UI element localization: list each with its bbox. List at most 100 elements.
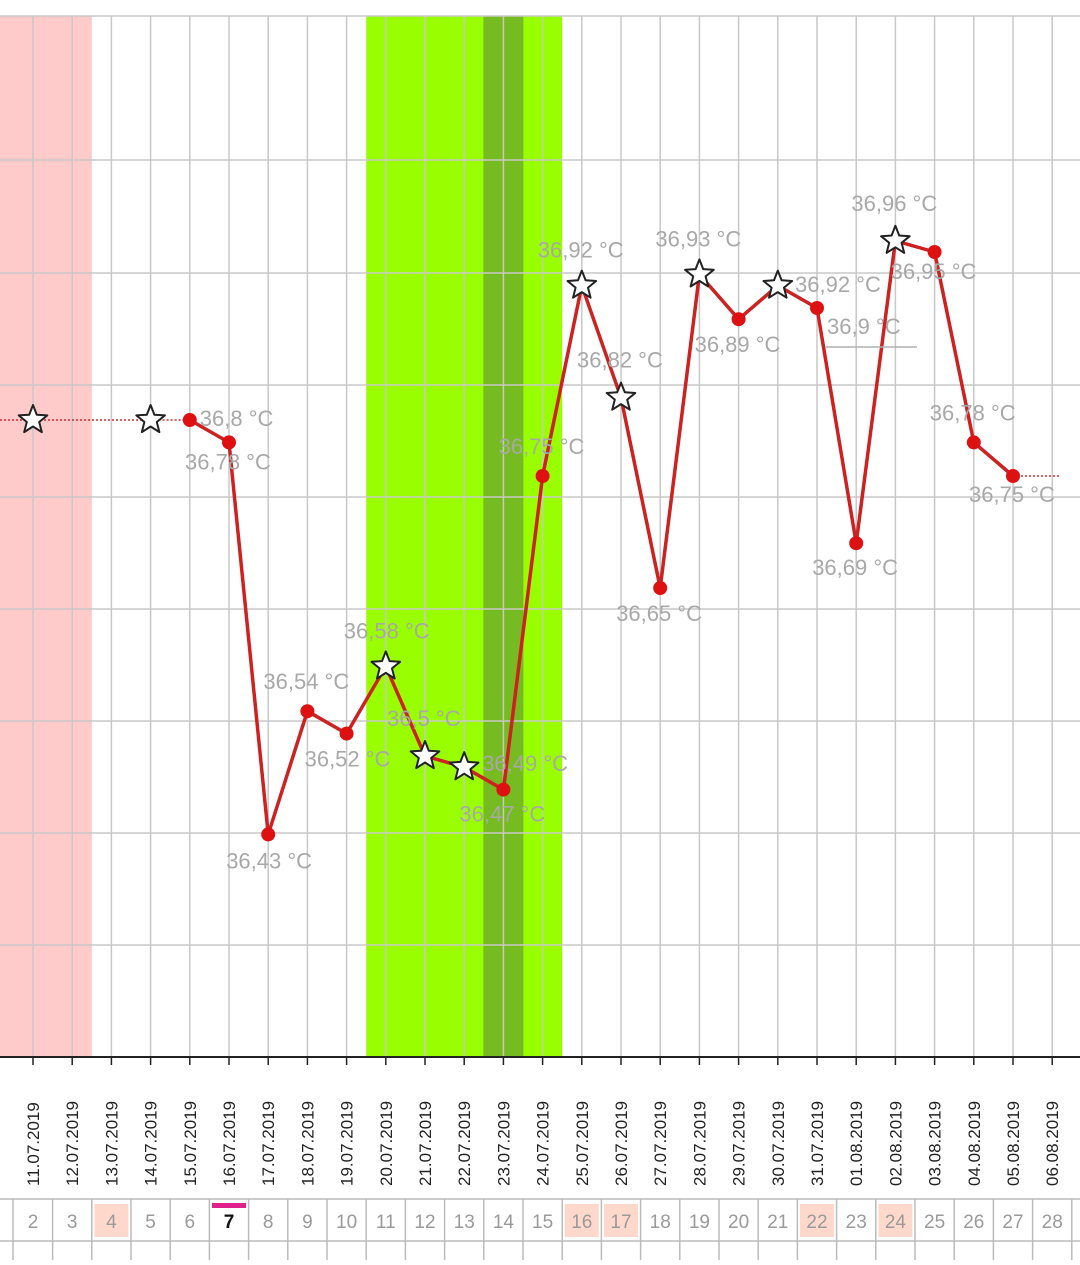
temperature-value-label: 36,43 °C xyxy=(226,848,312,873)
star-marker-icon xyxy=(566,269,598,299)
temperature-labels: 36,8 °C 36,78 °C 36,43 °C 36,54 °C 36,52 °C 3… xyxy=(185,191,1055,874)
data-point xyxy=(653,581,668,595)
cycle-day-number: 17 xyxy=(610,1212,631,1233)
data-point xyxy=(300,704,315,719)
date-tick-label: 16.07.2019 xyxy=(220,1101,239,1186)
date-tick-label: 04.08.2019 xyxy=(965,1101,984,1186)
temperature-value-label: 36,89 °C xyxy=(695,332,781,357)
date-tick-label: 18.07.2019 xyxy=(298,1101,317,1186)
star-marker-icon xyxy=(880,224,911,254)
star-marker-icon xyxy=(135,404,166,434)
star-marker-icon xyxy=(684,258,715,288)
cycle-day-number: 12 xyxy=(414,1212,435,1233)
date-tick-label: 06.08.2019 xyxy=(1043,1101,1062,1186)
temperature-value-label: 36,82 °C xyxy=(577,348,663,373)
date-tick-label: 11.07.2019 xyxy=(24,1102,43,1186)
star-marker-icon xyxy=(605,381,637,411)
menstruation-band xyxy=(0,16,92,1057)
date-tick-label: 02.08.2019 xyxy=(886,1101,905,1186)
date-tick-label: 31.07.2019 xyxy=(808,1101,827,1186)
cycle-day-number: 2 xyxy=(28,1212,39,1233)
temperature-value-label: 36,65 °C xyxy=(616,601,702,626)
star-marker-icon xyxy=(448,751,480,781)
cycle-day-number: 26 xyxy=(963,1212,984,1233)
cycle-day-number: 16 xyxy=(571,1212,592,1233)
temperature-value-label: 36,96 °C xyxy=(851,191,937,216)
temperature-value-label: 36,92 °C xyxy=(538,238,624,263)
phase-bands xyxy=(0,16,563,1057)
cycle-day-number: 4 xyxy=(106,1212,117,1233)
cycle-day-number: 3 xyxy=(67,1212,78,1233)
cycle-day-row: 2 3 4 5 6 7 8 9 10 11 12 13 14 15 16 17 18 19 20 21 22 23 24 25… xyxy=(0,1198,1080,1260)
cycle-day-number: 13 xyxy=(454,1212,475,1233)
temperature-value-label: 36,95 °C xyxy=(891,259,977,284)
temperature-value-label: 36,58 °C xyxy=(344,618,430,643)
date-tick-label: 17.07.2019 xyxy=(259,1101,278,1186)
date-tick-label: 13.07.2019 xyxy=(102,1101,121,1186)
temperature-value-label: 36,78 °C xyxy=(930,400,1016,425)
date-tick-label: 28.07.2019 xyxy=(690,1101,709,1186)
star-marker-icon xyxy=(17,404,49,434)
cycle-day-number: 8 xyxy=(263,1212,274,1233)
data-point xyxy=(261,827,276,842)
current-day-marker xyxy=(212,1203,246,1208)
date-tick-label: 12.07.2019 xyxy=(63,1101,82,1186)
date-tick-label: 05.08.2019 xyxy=(1004,1101,1023,1186)
temperature-value-label: 36,5 °C xyxy=(387,706,461,731)
cycle-day-number: 20 xyxy=(728,1212,749,1233)
day-highlight xyxy=(564,1204,599,1237)
temperature-value-label: 36,75 °C xyxy=(499,434,585,459)
temperature-value-label: 36,8 °C xyxy=(200,406,274,431)
temperature-value-label: 36,54 °C xyxy=(263,669,349,694)
date-tick-label: 19.07.2019 xyxy=(338,1101,357,1186)
date-tick-label: 15.07.2019 xyxy=(181,1101,200,1186)
date-tick-label: 30.07.2019 xyxy=(769,1101,788,1186)
date-tick-label: 03.08.2019 xyxy=(926,1101,945,1186)
temperature-value-label: 36,78 °C xyxy=(185,449,271,474)
data-point xyxy=(182,413,197,427)
data-point xyxy=(966,435,981,450)
date-tick-label: 25.07.2019 xyxy=(573,1101,592,1186)
cycle-day-number: 11 xyxy=(376,1212,396,1233)
star-marker-icon xyxy=(409,740,441,770)
temperature-value-label: 36,75 °C xyxy=(969,482,1055,507)
data-point xyxy=(496,782,511,797)
cycle-day-number: 25 xyxy=(924,1212,945,1233)
data-point xyxy=(731,312,746,327)
temperature-line xyxy=(188,239,1015,837)
day-highlight xyxy=(878,1204,913,1237)
day-highlight xyxy=(604,1204,638,1237)
cycle-day-number: 5 xyxy=(145,1212,156,1233)
date-tick-label: 01.08.2019 xyxy=(847,1101,866,1186)
cycle-day-number: 14 xyxy=(493,1212,515,1233)
cycle-day-number: 9 xyxy=(302,1212,313,1233)
cycle-day-number: 28 xyxy=(1042,1212,1063,1233)
data-point xyxy=(927,245,942,259)
cycle-day-number: 21 xyxy=(767,1212,788,1233)
temperature-value-label: 36,52 °C xyxy=(305,747,391,772)
cycle-day-number: 24 xyxy=(885,1212,907,1233)
day-highlight xyxy=(800,1204,834,1237)
date-tick-label: 27.07.2019 xyxy=(651,1101,670,1186)
grid xyxy=(0,15,1080,1057)
cycle-day-number: 10 xyxy=(336,1212,357,1233)
temperature-value-label: 36,47 °C xyxy=(459,802,545,827)
temperature-value-label: 36,92 °C xyxy=(795,272,881,297)
data-point xyxy=(222,435,236,450)
cycle-day-number: 27 xyxy=(1002,1212,1023,1233)
star-marker-icon xyxy=(370,650,402,680)
date-tick-label: 21.07.2019 xyxy=(416,1101,435,1186)
date-axis: 11.07.2019 12.07.2019 13.07.2019 14.07.2019… xyxy=(0,1056,1080,1186)
date-tick-label: 26.07.2019 xyxy=(612,1101,631,1186)
cycle-day-number: 18 xyxy=(650,1212,671,1233)
data-point xyxy=(810,301,824,315)
cycle-day-number: 23 xyxy=(846,1212,867,1233)
temperature-value-label: 36,9 °C xyxy=(827,314,901,339)
data-point xyxy=(535,469,550,483)
cycle-day-number: 7 xyxy=(224,1212,235,1233)
date-tick-label: 14.07.2019 xyxy=(142,1101,161,1186)
cycle-day-number: 6 xyxy=(185,1212,196,1233)
data-point xyxy=(339,726,354,741)
